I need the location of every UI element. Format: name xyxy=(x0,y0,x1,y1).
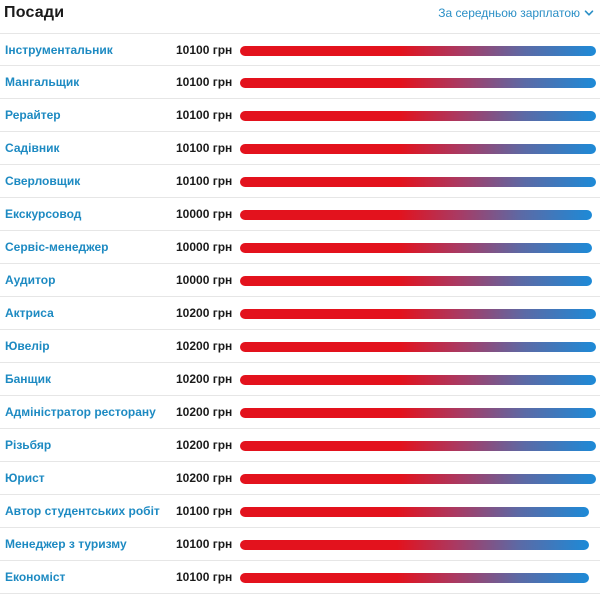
job-title-link[interactable]: Банщик xyxy=(5,372,52,386)
job-title-link[interactable]: Екскурсовод xyxy=(5,207,82,221)
salary-bar xyxy=(240,474,596,484)
salary-bar xyxy=(240,540,589,550)
job-title-link[interactable]: Аудитор xyxy=(5,273,56,287)
job-title-link[interactable]: Сверловщик xyxy=(5,174,81,188)
job-title-link[interactable]: Садівник xyxy=(5,141,60,155)
salary-value: 10200 грн xyxy=(176,438,233,452)
salary-value: 10200 грн xyxy=(176,471,233,485)
salary-bar xyxy=(240,177,596,187)
salary-bar-track xyxy=(240,78,596,88)
salary-bar xyxy=(240,573,589,583)
salary-value: 10100 грн xyxy=(176,141,233,155)
salary-bar-track xyxy=(240,111,596,121)
list-item: Юрист 10200 грн xyxy=(0,462,600,495)
salary-bar-track xyxy=(240,342,596,352)
salary-bar-track xyxy=(240,375,596,385)
salary-bar-track xyxy=(240,474,596,484)
job-title-link[interactable]: Актриса xyxy=(5,306,54,320)
salary-bar xyxy=(240,78,596,88)
list-item: Банщик 10200 грн xyxy=(0,363,600,396)
job-title-link[interactable]: Юрист xyxy=(5,471,45,485)
salary-value: 10000 грн xyxy=(176,240,233,254)
salary-bar xyxy=(240,144,596,154)
job-title-link[interactable]: Ювелір xyxy=(5,339,50,353)
list-item: Економіст 10100 грн xyxy=(0,561,600,594)
salary-bar-track xyxy=(240,408,596,418)
page-title: Посади xyxy=(4,4,65,21)
salary-bar xyxy=(240,111,596,121)
salary-bar xyxy=(240,375,596,385)
salary-value: 10100 грн xyxy=(176,504,233,518)
salary-bar xyxy=(240,46,596,56)
job-title-link[interactable]: Інструментальник xyxy=(5,43,113,57)
salary-value: 10000 грн xyxy=(176,273,233,287)
salary-bar-track xyxy=(240,144,596,154)
list-item: Сверловщик 10100 грн xyxy=(0,165,600,198)
list-item: Менеджер з туризму 10100 грн xyxy=(0,528,600,561)
list-item: Інструментальник 10100 грн xyxy=(0,33,600,66)
salary-value: 10200 грн xyxy=(176,405,233,419)
list-item: Сервіс-менеджер 10000 грн xyxy=(0,231,600,264)
salary-value: 10100 грн xyxy=(176,174,233,188)
salary-bar-track xyxy=(240,46,596,56)
salary-bar xyxy=(240,309,596,319)
chevron-down-icon xyxy=(584,8,594,18)
salary-value: 10100 грн xyxy=(176,537,233,551)
sort-dropdown-label: За середньою зарплатою xyxy=(438,6,580,20)
salary-bar xyxy=(240,507,589,517)
salary-value: 10000 грн xyxy=(176,207,233,221)
job-title-link[interactable]: Автор студентських робіт xyxy=(5,504,160,518)
salary-bar xyxy=(240,441,596,451)
salary-bar-track xyxy=(240,507,596,517)
salary-bar xyxy=(240,243,593,253)
salary-bar-track xyxy=(240,177,596,187)
salary-value: 10100 грн xyxy=(176,108,233,122)
list-item: Ювелір 10200 грн xyxy=(0,330,600,363)
salary-bar xyxy=(240,276,593,286)
job-title-link[interactable]: Рерайтер xyxy=(5,108,61,122)
list-item: Різьбяр 10200 грн xyxy=(0,429,600,462)
sort-dropdown[interactable]: За середньою зарплатою xyxy=(438,6,594,20)
list-header: Посади За середньою зарплатою xyxy=(0,0,600,32)
salary-bar xyxy=(240,342,596,352)
job-title-link[interactable]: Мангальщик xyxy=(5,75,80,89)
salary-value: 10200 грн xyxy=(176,306,233,320)
job-title-link[interactable]: Сервіс-менеджер xyxy=(5,240,109,254)
salary-bar-track xyxy=(240,309,596,319)
list-item: Екскурсовод 10000 грн xyxy=(0,198,600,231)
jobs-list: Інструментальник 10100 грн Мангальщик 10100… xyxy=(0,33,600,594)
salary-value: 10200 грн xyxy=(176,372,233,386)
salary-bar-track xyxy=(240,441,596,451)
job-title-link[interactable]: Економіст xyxy=(5,570,66,584)
list-item: Актриса 10200 грн xyxy=(0,297,600,330)
salary-bar-track xyxy=(240,210,596,220)
salary-bar xyxy=(240,408,596,418)
salary-bar-track xyxy=(240,276,596,286)
list-item: Автор студентських робіт 10100 грн xyxy=(0,495,600,528)
job-title-link[interactable]: Менеджер з туризму xyxy=(5,537,127,551)
list-item: Мангальщик 10100 грн xyxy=(0,66,600,99)
salary-value: 10100 грн xyxy=(176,43,233,57)
salary-value: 10100 грн xyxy=(176,75,233,89)
list-item: Садівник 10100 грн xyxy=(0,132,600,165)
salary-bar-track xyxy=(240,243,596,253)
job-title-link[interactable]: Різьбяр xyxy=(5,438,52,452)
salary-bar xyxy=(240,210,593,220)
list-item: Аудитор 10000 грн xyxy=(0,264,600,297)
salary-value: 10100 грн xyxy=(176,570,233,584)
list-item: Рерайтер 10100 грн xyxy=(0,99,600,132)
job-title-link[interactable]: Адміністратор ресторану xyxy=(5,405,156,419)
salary-value: 10200 грн xyxy=(176,339,233,353)
list-item: Адміністратор ресторану 10200 грн xyxy=(0,396,600,429)
salary-bar-track xyxy=(240,573,596,583)
salary-bar-track xyxy=(240,540,596,550)
